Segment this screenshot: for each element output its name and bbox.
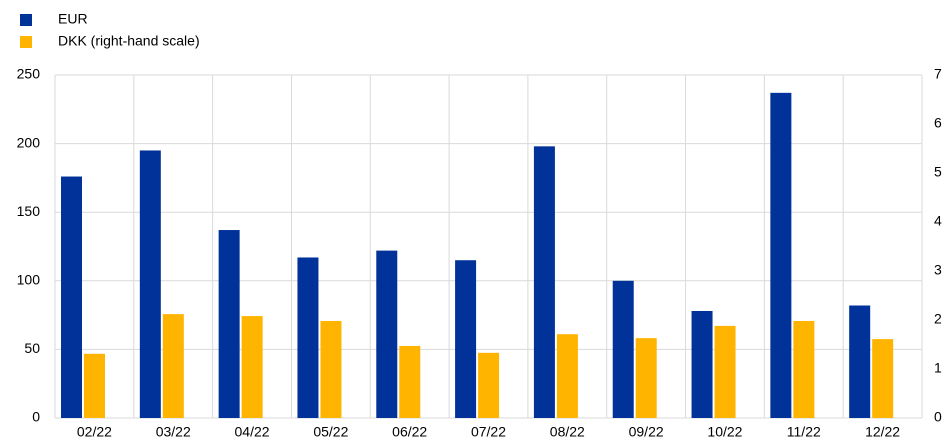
x-tick-label: 10/22 — [707, 424, 742, 440]
y2-tick-label: 3 — [934, 262, 942, 278]
bar — [556, 334, 578, 418]
bar — [84, 353, 105, 418]
x-tick-label: 06/22 — [392, 424, 427, 440]
x-tick-label: 08/22 — [550, 424, 585, 440]
y2-tick-label: 0 — [934, 409, 942, 425]
y-tick-label: 200 — [17, 134, 41, 150]
bar — [241, 316, 263, 418]
y-tick-label: 0 — [32, 409, 40, 425]
legend-swatch — [20, 36, 32, 48]
x-tick-label: 05/22 — [313, 424, 348, 440]
y-tick-label: 150 — [17, 203, 41, 219]
bar — [455, 260, 477, 418]
bar — [478, 352, 500, 418]
bar — [399, 345, 421, 418]
y-tick-label: 50 — [24, 340, 40, 356]
y2-tick-label: 5 — [934, 164, 942, 180]
bar — [691, 310, 713, 418]
x-tick-label: 02/22 — [77, 424, 112, 440]
x-tick-label: 12/22 — [865, 424, 900, 440]
bar — [61, 176, 82, 418]
bar — [849, 305, 871, 418]
legend-swatch — [20, 14, 32, 26]
bar — [793, 320, 815, 418]
y2-tick-label: 7 — [934, 66, 942, 82]
legend-label: EUR — [58, 11, 88, 27]
y-tick-label: 250 — [17, 66, 41, 82]
bar — [612, 280, 634, 418]
bar — [635, 338, 657, 418]
x-tick-label: 07/22 — [471, 424, 506, 440]
x-tick-label: 09/22 — [629, 424, 664, 440]
y2-tick-label: 4 — [934, 213, 942, 229]
y2-tick-label: 1 — [934, 360, 942, 376]
bar — [320, 320, 342, 418]
bar — [162, 314, 184, 418]
x-tick-label: 04/22 — [235, 424, 270, 440]
bar — [297, 257, 319, 418]
bar — [872, 339, 894, 418]
bar — [218, 230, 240, 418]
x-tick-label: 03/22 — [156, 424, 191, 440]
y2-tick-label: 6 — [934, 115, 942, 131]
y2-tick-label: 2 — [934, 311, 942, 327]
bar — [376, 250, 398, 418]
bar — [770, 92, 792, 418]
bar — [714, 325, 736, 418]
legend-label: DKK (right-hand scale) — [58, 33, 200, 49]
bar — [139, 150, 161, 418]
bar — [533, 146, 555, 418]
x-tick-label: 11/22 — [787, 424, 821, 440]
y-tick-label: 100 — [17, 272, 41, 288]
